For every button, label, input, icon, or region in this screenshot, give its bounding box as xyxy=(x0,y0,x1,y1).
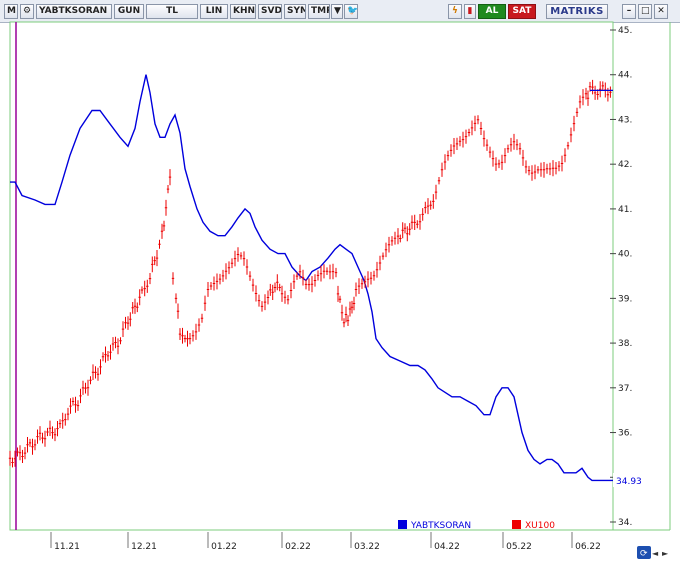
series-line-yabtksoran xyxy=(10,74,613,482)
sell-button[interactable]: SAT xyxy=(508,4,536,19)
y-tick-label: 34. xyxy=(618,518,632,528)
xu100-bars-path xyxy=(8,79,612,468)
minimize-icon[interactable]: – xyxy=(622,4,636,19)
series-bars-xu100 xyxy=(8,79,613,468)
y-tick-label: 41. xyxy=(618,205,632,215)
refresh-icon[interactable]: ⟳ xyxy=(640,549,648,559)
maximize-icon[interactable]: □ xyxy=(638,4,652,19)
settings-icon[interactable]: ⚙ xyxy=(20,4,34,19)
legend-label-xu100: XU100 xyxy=(525,521,555,531)
matriks-logo: MATRIKS xyxy=(546,4,608,19)
legend-label-yabtksoran: YABTKSORAN xyxy=(410,521,471,531)
y-tick-label: 36. xyxy=(618,429,632,439)
x-tick-label: 12.21 xyxy=(131,542,157,552)
refresh-button[interactable] xyxy=(637,546,651,559)
last-value-label: 34.93 xyxy=(616,477,642,487)
symbol-field[interactable]: YABTKSORAN xyxy=(36,4,112,19)
y-tick-label: 44. xyxy=(618,71,632,81)
period-button[interactable]: GUN xyxy=(114,4,144,19)
y-tick-label: 40. xyxy=(618,250,632,260)
legend-swatch-xu100 xyxy=(512,520,521,529)
plot-area xyxy=(9,21,614,531)
chart-toolbar: M ⚙ YABTKSORAN GUN TL LIN KHN SVD SYM TM… xyxy=(0,0,680,23)
y-tick-label: 37. xyxy=(618,384,632,394)
y-tick-label: 42. xyxy=(618,160,632,170)
red-marker-icon[interactable]: ▮ xyxy=(464,4,476,19)
y-tick-label: 43. xyxy=(618,115,632,125)
y-tick-label: 38. xyxy=(618,339,632,349)
lin-button[interactable]: LIN xyxy=(200,4,228,19)
scroll-right-icon[interactable]: ► xyxy=(662,549,669,558)
x-axis: 11.21 12.21 01.22 02.22 03.22 04.22 05.22 06.22 xyxy=(50,532,601,552)
m-button[interactable]: M xyxy=(4,4,18,19)
x-tick-label: 01.22 xyxy=(211,542,237,552)
x-tick-label: 03.22 xyxy=(354,542,380,552)
x-tick-label: 11.21 xyxy=(54,542,80,552)
y-tick-label: 45. xyxy=(618,26,632,36)
buy-button[interactable]: AL xyxy=(478,4,506,19)
tmp-button[interactable]: TMP xyxy=(308,4,330,19)
x-tick-label: 04.22 xyxy=(434,542,460,552)
sym-button[interactable]: SYM xyxy=(284,4,306,19)
x-tick-label: 06.22 xyxy=(575,542,601,552)
khn-button[interactable]: KHN xyxy=(230,4,256,19)
dropdown-arrow-icon[interactable]: ▼ xyxy=(331,4,343,19)
x-tick-label: 02.22 xyxy=(285,542,311,552)
y-tick-label: 39. xyxy=(618,294,632,304)
lightning-icon[interactable]: ϟ xyxy=(448,4,462,19)
svd-button[interactable]: SVD xyxy=(258,4,282,19)
twitter-icon[interactable]: 🐦 xyxy=(344,4,358,19)
currency-button[interactable]: TL xyxy=(146,4,198,19)
scroll-left-icon[interactable]: ◄ xyxy=(652,549,659,558)
y-axis: 34.35.36.37.38.39.40.41.42.43.44.45. xyxy=(610,26,632,528)
close-icon[interactable]: ✕ xyxy=(654,4,668,19)
legend-swatch-yabtksoran xyxy=(398,520,407,529)
x-tick-label: 05.22 xyxy=(506,542,532,552)
last-value-box xyxy=(613,473,645,487)
